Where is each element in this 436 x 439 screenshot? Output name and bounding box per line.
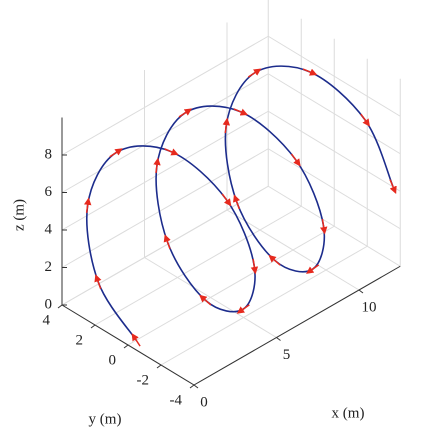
direction-arrow [94,274,102,290]
y-tick [90,324,96,329]
y-tick-label: 4 [43,312,51,328]
direction-arrow [236,304,250,314]
grid-line [61,73,269,193]
x-axis-label: x (m) [332,405,365,421]
grid-line [267,110,401,192]
direction-arrow [233,108,249,116]
y-tick-label: 0 [109,352,117,368]
x-tick-label: 0 [200,394,208,410]
x-tick [358,289,364,294]
y-tick-label: 2 [76,332,84,348]
z-tick-label: 4 [45,221,53,237]
grid-line [267,185,401,267]
direction-arrow [360,113,370,127]
grid-line [61,185,269,306]
grid-line [127,225,335,346]
x-tick-label: 10 [362,299,377,315]
grid-line [160,245,368,366]
z-tick-label: 0 [45,296,53,312]
y-tick [123,344,129,349]
direction-arrow [83,197,92,213]
direction-arrow [131,333,141,347]
y-tick [156,364,162,369]
direction-arrow [290,153,301,167]
direction-arrow [178,108,193,118]
x-tick-label: 5 [283,347,291,363]
grid-line [61,110,269,231]
direction-arrow [164,148,179,156]
grid-line [267,148,401,230]
direction-arrow [221,193,232,207]
grid-line [267,73,401,155]
direction-arrow [153,157,161,174]
direction-arrow [163,234,171,250]
direction-arrow [250,258,259,275]
direction-arrow [389,179,397,194]
y-axis-label: y (m) [89,411,122,427]
y-tick [189,384,195,389]
grid-line [267,35,401,117]
direction-arrow [199,294,212,306]
x-axis [193,265,401,386]
z-tick-label: 6 [45,184,53,200]
direction-arrow [302,68,318,76]
z-tick-label: 2 [45,259,53,275]
grid-line [61,148,269,268]
grid-line [94,205,302,326]
z-tick-label: 8 [45,146,53,162]
z-axis-label: z (m) [11,199,27,231]
direction-arrow [233,194,241,210]
y-tick [57,304,63,309]
direction-arrow [109,148,123,158]
direction-arrow [319,219,328,235]
y-tick-label: -4 [170,392,183,408]
direction-arrow [306,264,320,274]
x-tick [276,337,281,341]
x-tick [193,384,199,389]
direction-arrow [268,254,281,266]
direction-arrow [222,117,231,134]
grid-line [61,35,269,156]
direction-arrow [247,68,262,78]
y-tick-label: -2 [137,372,150,388]
